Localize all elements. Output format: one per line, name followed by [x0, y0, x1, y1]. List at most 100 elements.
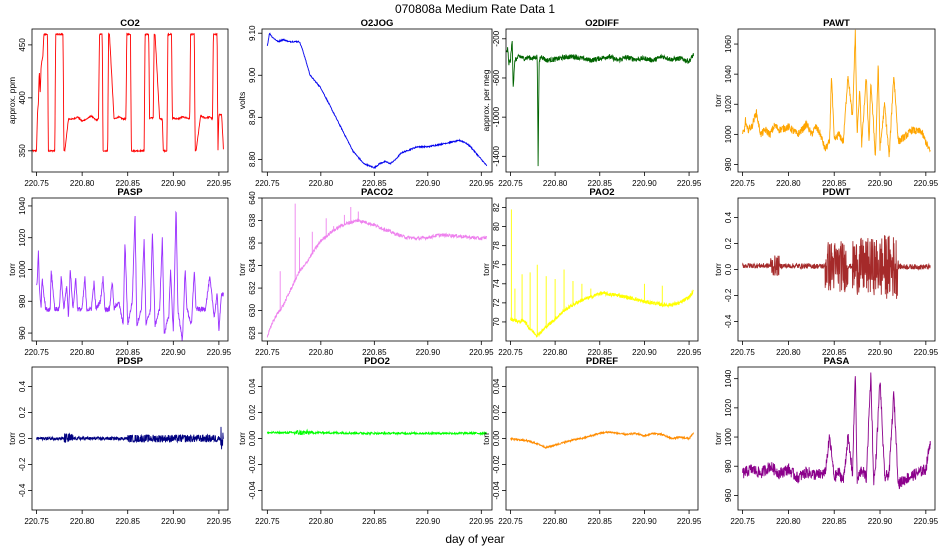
series-line: [742, 235, 931, 299]
x-tick-label: 220.95: [207, 348, 232, 357]
panel-o2jog: O2JOG 8.80 8.90 9.00 9.10 volts 220.75 220.80 22…: [237, 18, 494, 188]
figure-title: 070808a Medium Rate Data 1: [395, 2, 555, 16]
y-tick-label: 72: [492, 298, 501, 307]
panel-paco2: PACO2 628 630 632 634 636 638 640 torr 220.75 220.…: [237, 187, 494, 357]
plot-box: [505, 197, 699, 342]
y-axis-label: torr: [713, 263, 723, 276]
x-axis-label: day of year: [445, 532, 504, 546]
x-tick-label: 220.80: [309, 179, 334, 188]
x-tick-label: 220.75: [24, 348, 49, 357]
y-tick-label: 0.0: [18, 432, 27, 444]
y-axis-label: approx. per meg: [481, 69, 491, 131]
y-tick-label: -0.2: [18, 457, 27, 471]
series-line: [510, 289, 694, 339]
y-tick-label: -0.04: [492, 481, 501, 500]
x-tick-label: 220.95: [207, 517, 232, 526]
x-tick-label: 220.95: [914, 348, 939, 357]
x-tick-label: 220.80: [309, 348, 334, 357]
panel-title: PAWT: [823, 18, 850, 29]
y-axis-label: volts: [237, 92, 247, 109]
x-tick-label: 220.75: [498, 179, 523, 188]
y-tick-label: -0.2: [724, 288, 733, 302]
y-tick-label: 0.2: [724, 237, 733, 249]
plot-box: [261, 366, 493, 511]
series-line: [510, 430, 694, 449]
series-line: [266, 32, 488, 170]
y-axis-label: torr: [7, 432, 17, 445]
y-tick-label: 1060: [724, 35, 733, 53]
x-tick-label: 220.85: [115, 348, 140, 357]
y-tick-label: 1000: [18, 260, 27, 278]
y-axis-label: torr: [713, 94, 723, 107]
y-tick-label: -0.02: [248, 455, 257, 474]
y-tick-label: 632: [248, 281, 257, 295]
y-tick-label: 1000: [724, 125, 733, 143]
x-tick-label: 220.95: [914, 517, 939, 526]
panel-title: O2JOG: [361, 18, 394, 29]
y-tick-label: -1400: [492, 146, 501, 167]
y-tick-label: 0.2: [18, 406, 27, 418]
panel-title: PACO2: [361, 187, 393, 198]
y-tick-label: 9.10: [248, 25, 257, 41]
y-axis-label: torr: [237, 263, 247, 276]
x-tick-label: 220.80: [309, 517, 334, 526]
y-tick-label: 350: [18, 144, 27, 158]
x-tick-label: 220.85: [362, 517, 387, 526]
y-tick-label: -0.4: [724, 314, 733, 328]
y-tick-label: 1040: [724, 65, 733, 83]
x-tick-label: 220.90: [416, 179, 441, 188]
series-line: [36, 426, 224, 450]
y-tick-label: -0.04: [248, 481, 257, 500]
y-tick-label: 82: [492, 203, 501, 212]
panel-pasp: PASP 960 980 1000 1020 1040 torr 220.75 220.80 22…: [7, 187, 232, 357]
y-tick-label: 0.4: [18, 380, 27, 392]
x-tick-label: 220.85: [115, 179, 140, 188]
panel-pawt: PAWT 980 1000 1020 1040 1060 torr 220.75 220.80 2…: [713, 18, 939, 188]
y-tick-label: 1020: [724, 398, 733, 416]
panel-title: PDO2: [364, 356, 390, 367]
x-tick-label: 220.95: [469, 348, 494, 357]
y-tick-label: 1040: [18, 196, 27, 214]
y-axis-label: approx. ppm: [7, 77, 17, 124]
x-tick-label: 220.85: [822, 517, 847, 526]
y-axis-label: torr: [481, 263, 491, 276]
x-tick-label: 220.80: [70, 348, 95, 357]
x-tick-label: 220.80: [70, 179, 95, 188]
x-tick-label: 220.85: [822, 348, 847, 357]
x-tick-label: 220.95: [677, 517, 702, 526]
y-tick-label: 1020: [18, 228, 27, 246]
x-tick-label: 220.95: [914, 179, 939, 188]
x-tick-label: 220.90: [868, 348, 893, 357]
y-tick-label: -200: [492, 30, 501, 47]
x-tick-label: 220.85: [115, 517, 140, 526]
panel-title: CO2: [120, 18, 140, 29]
y-tick-label: 1040: [724, 369, 733, 387]
plot-box: [31, 28, 229, 173]
panel-title: PASP: [117, 187, 143, 198]
panel-pdwt: PDWT -0.4 -0.2 0.0 0.2 0.4 torr 220.75 220.80 220…: [713, 187, 939, 357]
x-tick-label: 220.90: [632, 517, 657, 526]
x-tick-label: 220.75: [730, 348, 755, 357]
x-tick-label: 220.90: [416, 517, 441, 526]
plot-box: [737, 366, 936, 511]
panel-title: PDSP: [117, 356, 144, 367]
y-tick-label: 630: [248, 303, 257, 317]
x-tick-label: 220.90: [632, 179, 657, 188]
series-line: [266, 428, 488, 436]
x-tick-label: 220.85: [588, 179, 613, 188]
y-tick-label: 0.00: [492, 430, 501, 446]
x-tick-label: 220.85: [362, 179, 387, 188]
y-tick-label: 80: [492, 222, 501, 231]
x-tick-label: 220.90: [868, 517, 893, 526]
x-tick-label: 220.90: [161, 517, 186, 526]
x-tick-label: 220.80: [776, 517, 801, 526]
x-tick-label: 220.85: [362, 348, 387, 357]
plot-box: [261, 28, 493, 173]
y-tick-label: 1020: [724, 95, 733, 113]
y-tick-label: 960: [724, 488, 733, 502]
y-tick-label: 78: [492, 241, 501, 250]
x-tick-label: 220.75: [498, 348, 523, 357]
y-axis-label: torr: [481, 432, 491, 445]
x-tick-label: 220.90: [161, 348, 186, 357]
